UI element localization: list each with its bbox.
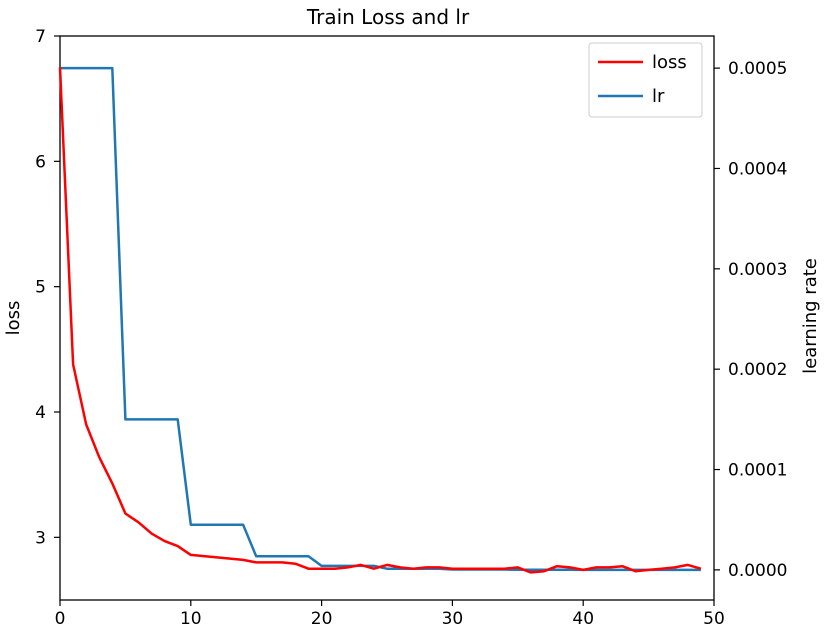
legend-label-loss: loss xyxy=(652,52,687,73)
y2-tick-label: 0.0001 xyxy=(728,461,787,481)
y-tick-label: 4 xyxy=(35,403,46,423)
legend: loss lr xyxy=(588,42,703,118)
y2-tick-label: 0.0003 xyxy=(728,260,787,280)
y2-tick-label: 0.0000 xyxy=(728,561,787,581)
x-tick-label: 20 xyxy=(311,609,333,629)
x-tick-label: 10 xyxy=(180,609,202,629)
chart-title: Train Loss and lr xyxy=(306,5,470,29)
series-line-loss xyxy=(58,67,702,574)
series-line-lr xyxy=(60,66,701,572)
x-axis: 0 10 20 30 40 50 xyxy=(55,600,725,629)
y-tick-label: 6 xyxy=(35,152,46,172)
plot-area xyxy=(58,35,715,601)
y2-tick-label: 0.0005 xyxy=(728,59,787,79)
x-tick-label: 0 xyxy=(55,609,66,629)
y2-tick-label: 0.0004 xyxy=(728,159,787,179)
y-axis-left: 3 4 5 6 7 xyxy=(35,27,60,548)
y2-axis-title: learning rate xyxy=(800,258,821,374)
x-tick-label: 30 xyxy=(442,609,464,629)
x-tick-label: 40 xyxy=(572,609,594,629)
y-tick-label: 7 xyxy=(35,27,46,47)
y-axis-title: loss xyxy=(3,301,24,336)
y2-tick-label: 0.0002 xyxy=(728,360,787,380)
y-tick-label: 3 xyxy=(35,528,46,548)
x-tick-label: 50 xyxy=(703,609,725,629)
y-tick-label: 5 xyxy=(35,278,46,298)
y-axis-right: 0.0000 0.0001 0.0002 0.0003 0.0004 0.0005 xyxy=(714,59,787,581)
legend-label-lr: lr xyxy=(652,86,665,107)
plot-frame xyxy=(59,35,715,601)
series-lines xyxy=(58,66,702,574)
